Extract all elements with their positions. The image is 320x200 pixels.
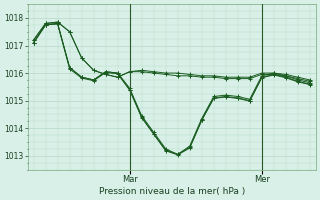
X-axis label: Pression niveau de la mer( hPa ): Pression niveau de la mer( hPa ) (99, 187, 245, 196)
